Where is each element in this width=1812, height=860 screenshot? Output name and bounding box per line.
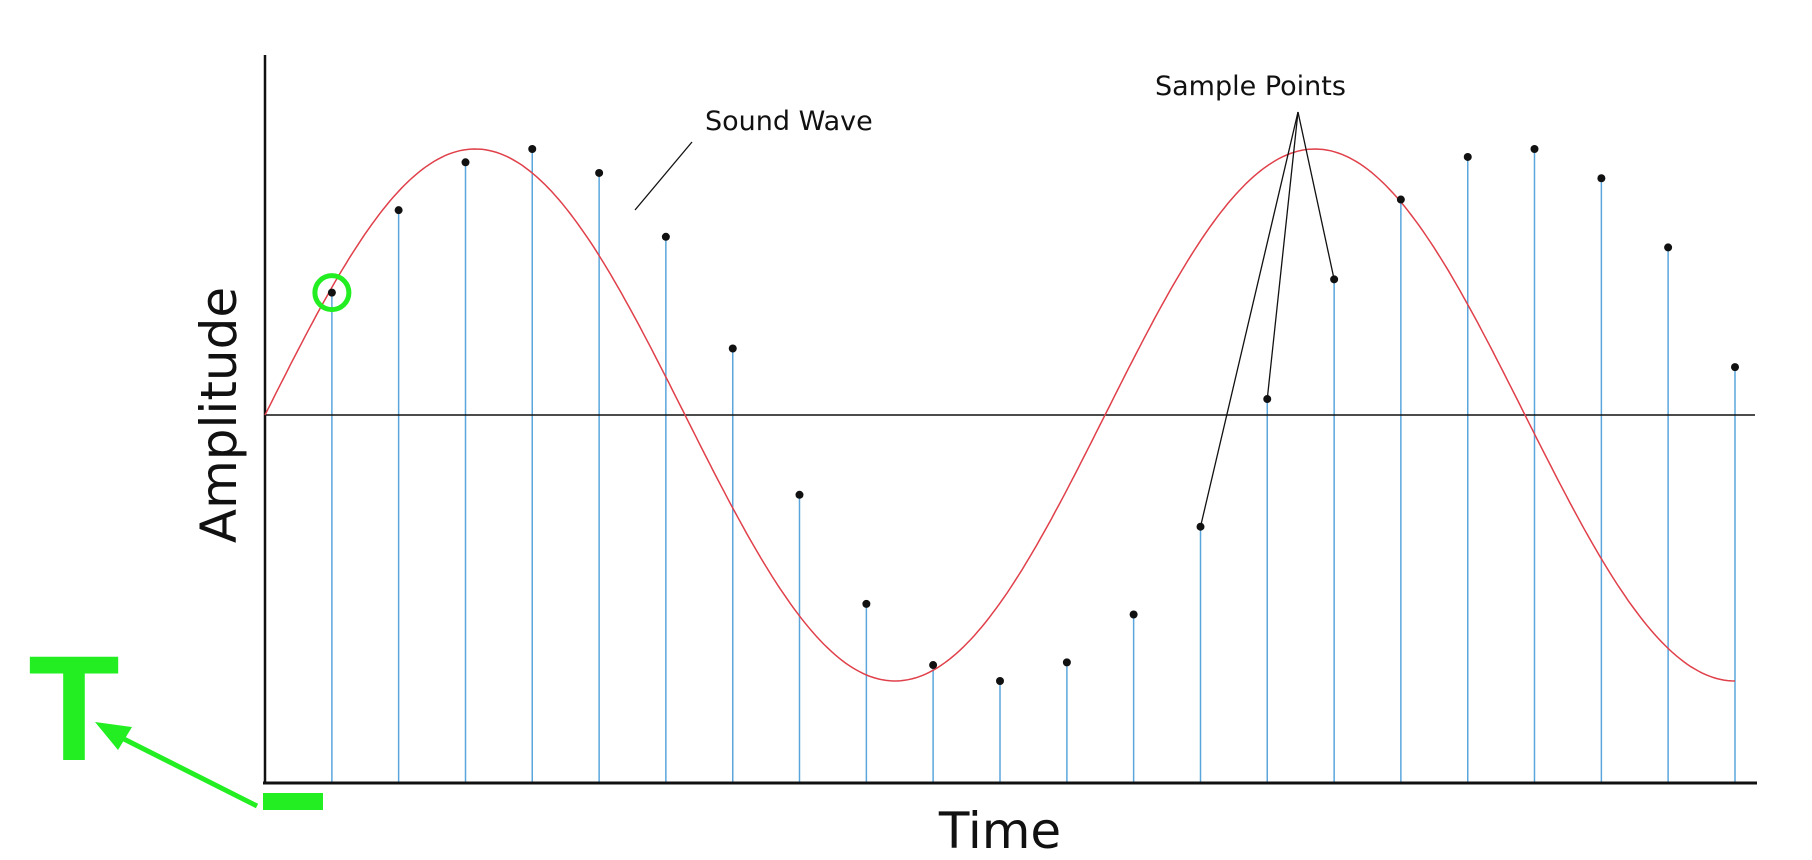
marker-arrow-head	[95, 722, 132, 750]
sample-point	[795, 490, 804, 499]
sample-point	[1530, 145, 1539, 153]
sample-points-pointer	[1297, 111, 1335, 280]
sample-point	[1396, 195, 1405, 204]
sample-points	[327, 145, 1739, 685]
sample-point	[862, 599, 871, 608]
sample-point	[1597, 174, 1606, 183]
sample-point	[661, 232, 670, 241]
marker-bar	[263, 793, 323, 810]
marker-annotation: T	[28, 624, 323, 810]
sample-point	[1731, 363, 1739, 372]
sample-point	[929, 661, 938, 670]
sound-wave-pointer	[634, 141, 693, 211]
sample-points-label: Sample Points	[1155, 71, 1346, 102]
sample-point	[595, 168, 604, 177]
sample-point	[728, 344, 737, 353]
marker-arrow	[110, 730, 259, 809]
sample-point	[394, 206, 403, 215]
sample-point	[461, 158, 470, 167]
annotation-pointers	[634, 111, 1335, 527]
sample-point	[528, 145, 537, 153]
highlight-ring	[312, 273, 352, 313]
x-axis-title: Time	[938, 802, 1061, 860]
sample-points-pointer	[1199, 111, 1299, 527]
sample-point	[1062, 658, 1071, 667]
sample-point	[1463, 152, 1472, 161]
sample-point	[327, 288, 336, 297]
sample-point	[1664, 243, 1673, 252]
sound-wave-curve	[264, 148, 1736, 682]
sample-points-pointer	[1266, 111, 1299, 400]
sample-lines	[331, 149, 1736, 783]
sound-wave-label: Sound Wave	[705, 106, 873, 137]
marker-letter: T	[28, 624, 120, 792]
sample-point	[996, 677, 1004, 685]
y-axis-title: Amplitude	[190, 287, 248, 543]
sample-point	[1129, 610, 1138, 619]
